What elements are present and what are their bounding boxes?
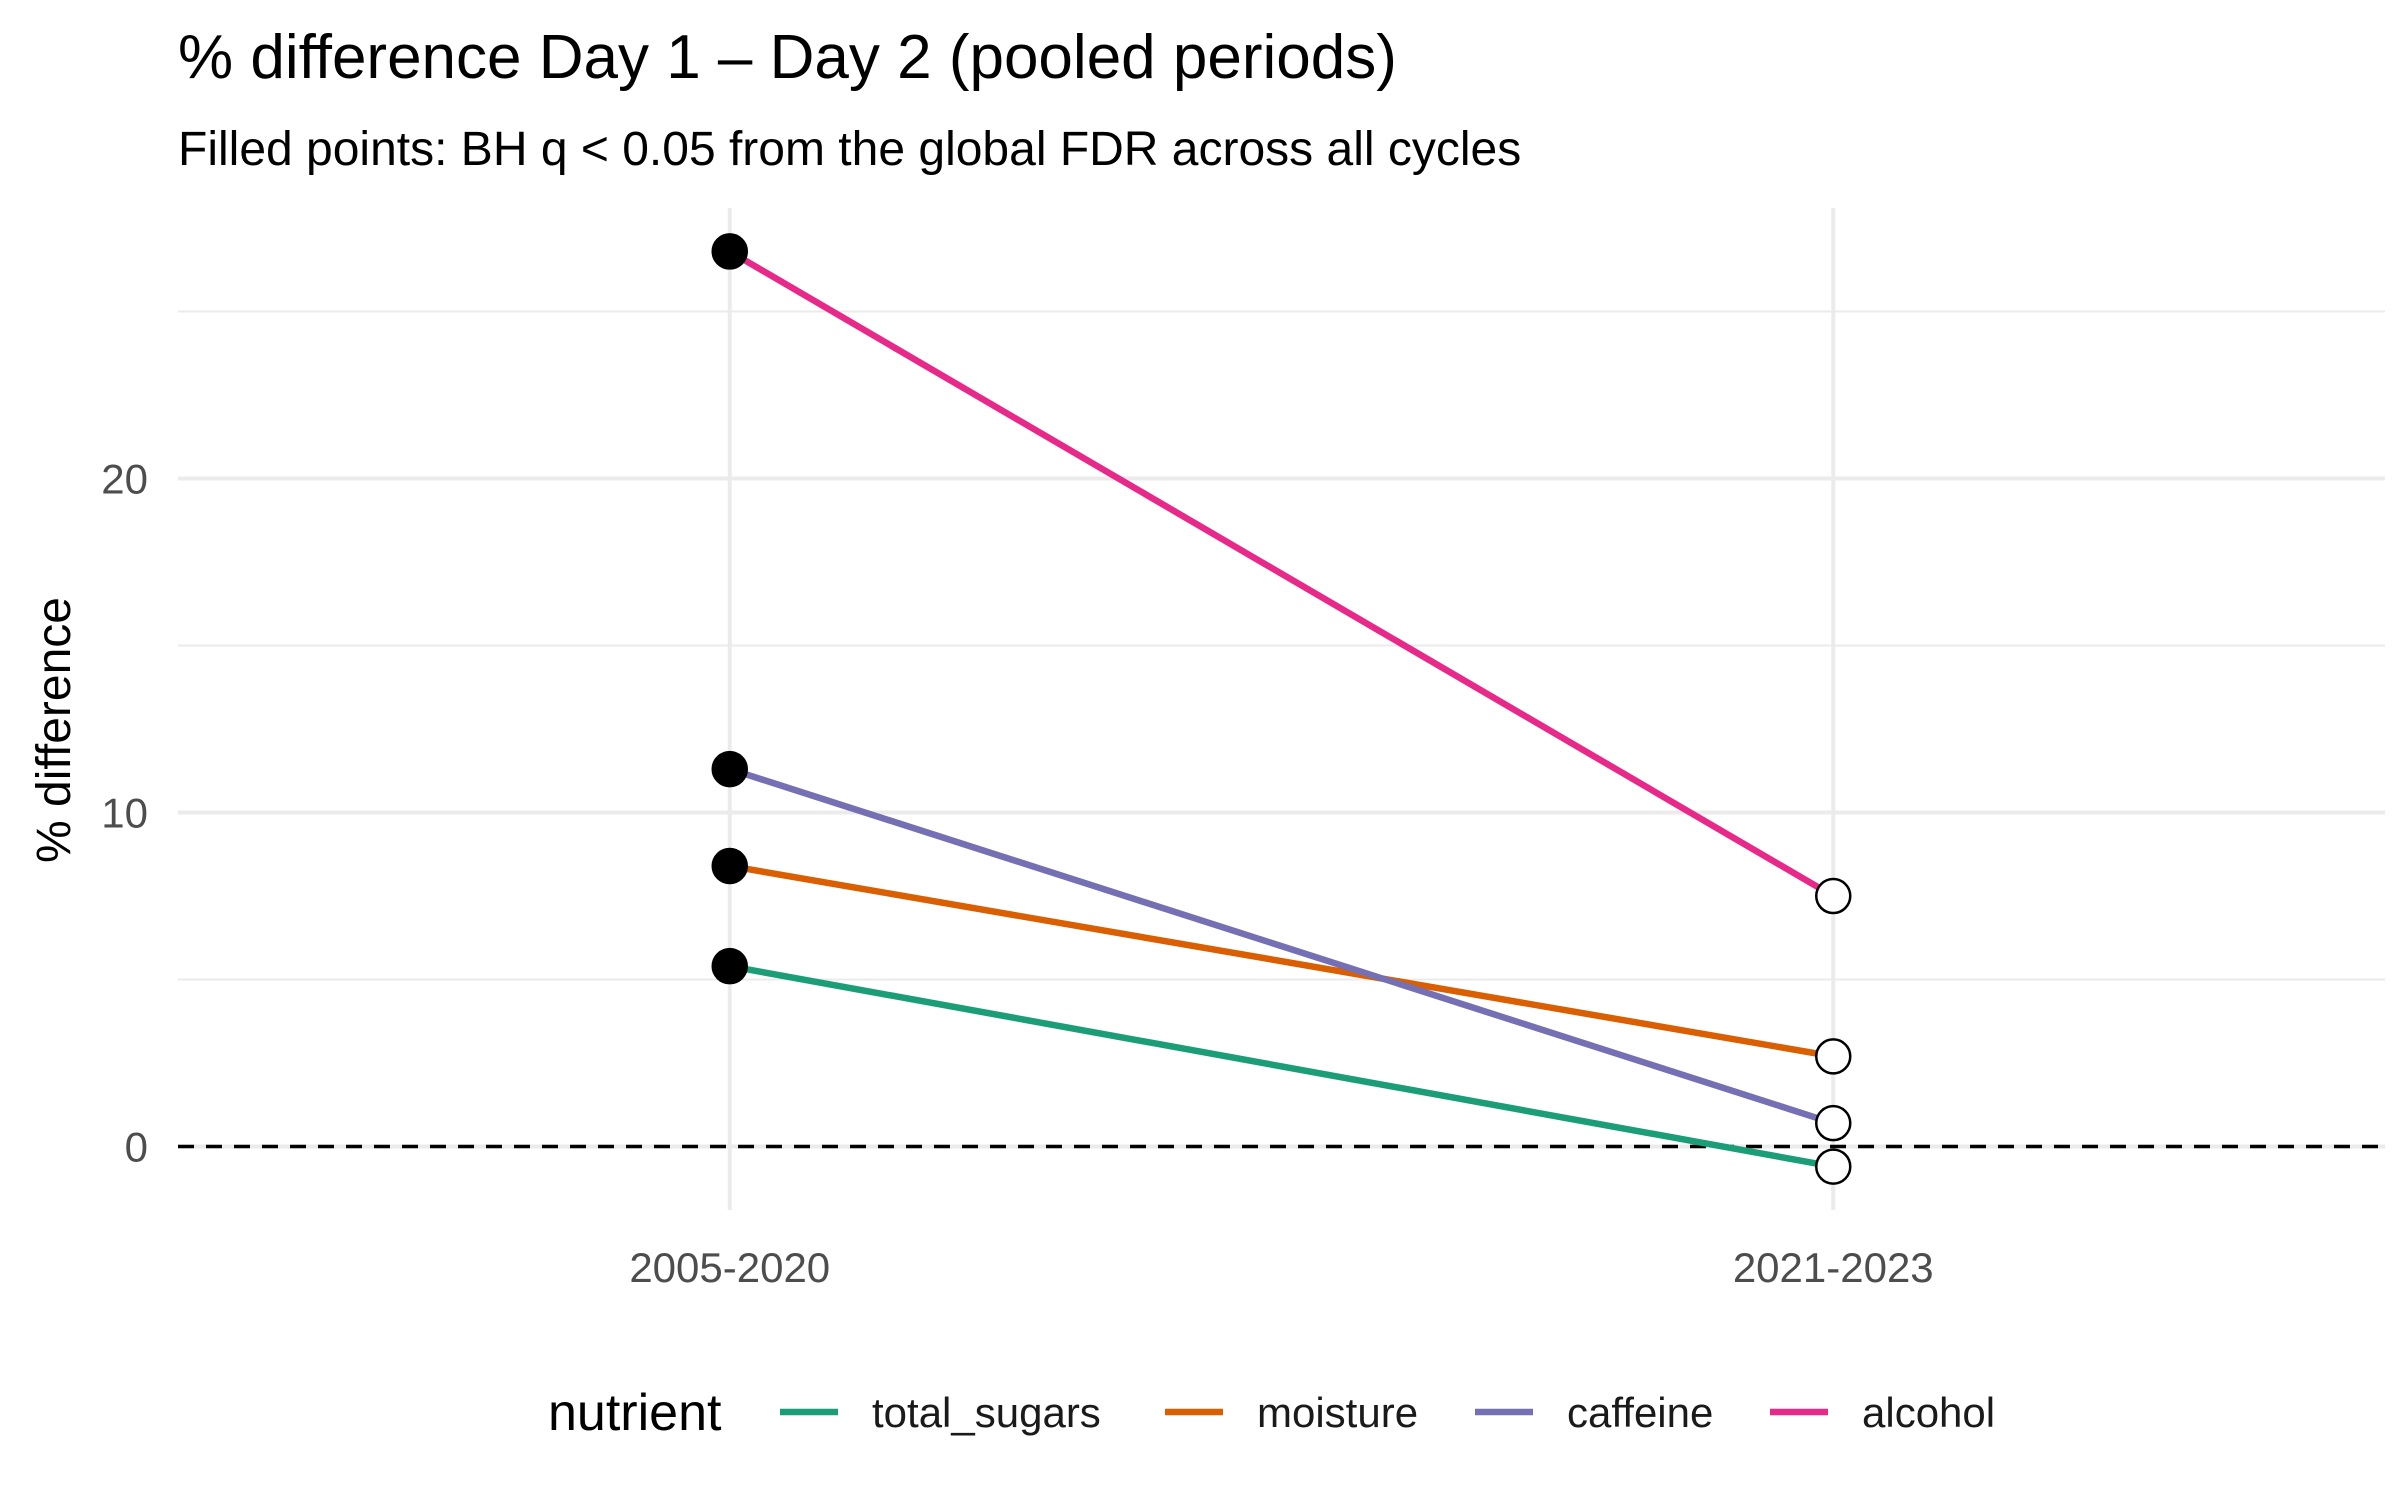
y-axis-title: % difference [28,597,81,863]
series-line-moisture [729,862,1834,1060]
data-point-total_sugars [1815,1148,1852,1185]
data-point-alcohol [711,233,748,270]
data-point-moisture [1815,1038,1852,1075]
x-tick-label: 2021-2023 [1733,1244,1934,1291]
x-tick-label: 2005-2020 [629,1244,830,1291]
data-point-caffeine [711,750,748,788]
legend-label-alcohol: alcohol [1862,1389,1995,1436]
data-point-caffeine [1815,1104,1852,1142]
chart-subtitle: Filled points: BH q < 0.05 from the glob… [178,123,1521,176]
series-line-total_sugars [729,962,1834,1170]
legend: total_sugars moisture caffeine alcohol [780,1389,1995,1436]
series-lines [728,248,1835,1170]
y-tick-label: 0 [125,1124,148,1171]
x-axis-ticks: 2005-2020 2021-2023 [629,1244,1933,1291]
data-point-alcohol [1815,877,1852,915]
legend-label-caffeine: caffeine [1567,1389,1713,1436]
series-line-caffeine [728,766,1835,1127]
chart-title: % difference Day 1 – Day 2 (pooled perio… [178,23,1397,92]
y-axis-ticks: 0 10 20 [101,456,148,1171]
legend-label-total_sugars: total_sugars [872,1389,1101,1436]
legend-label-moisture: moisture [1257,1389,1418,1436]
y-tick-label: 20 [101,456,148,503]
grid [178,208,2385,1210]
series-points [711,233,1852,1185]
legend-title: nutrient [548,1384,722,1442]
y-tick-label: 10 [101,790,148,837]
data-point-total_sugars [711,947,748,985]
series-line-alcohol [728,248,1835,899]
data-point-moisture [711,847,748,885]
